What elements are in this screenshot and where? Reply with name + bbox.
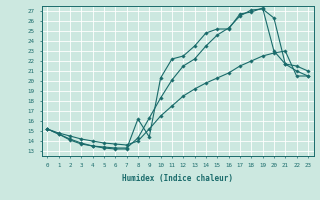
X-axis label: Humidex (Indice chaleur): Humidex (Indice chaleur): [122, 174, 233, 183]
